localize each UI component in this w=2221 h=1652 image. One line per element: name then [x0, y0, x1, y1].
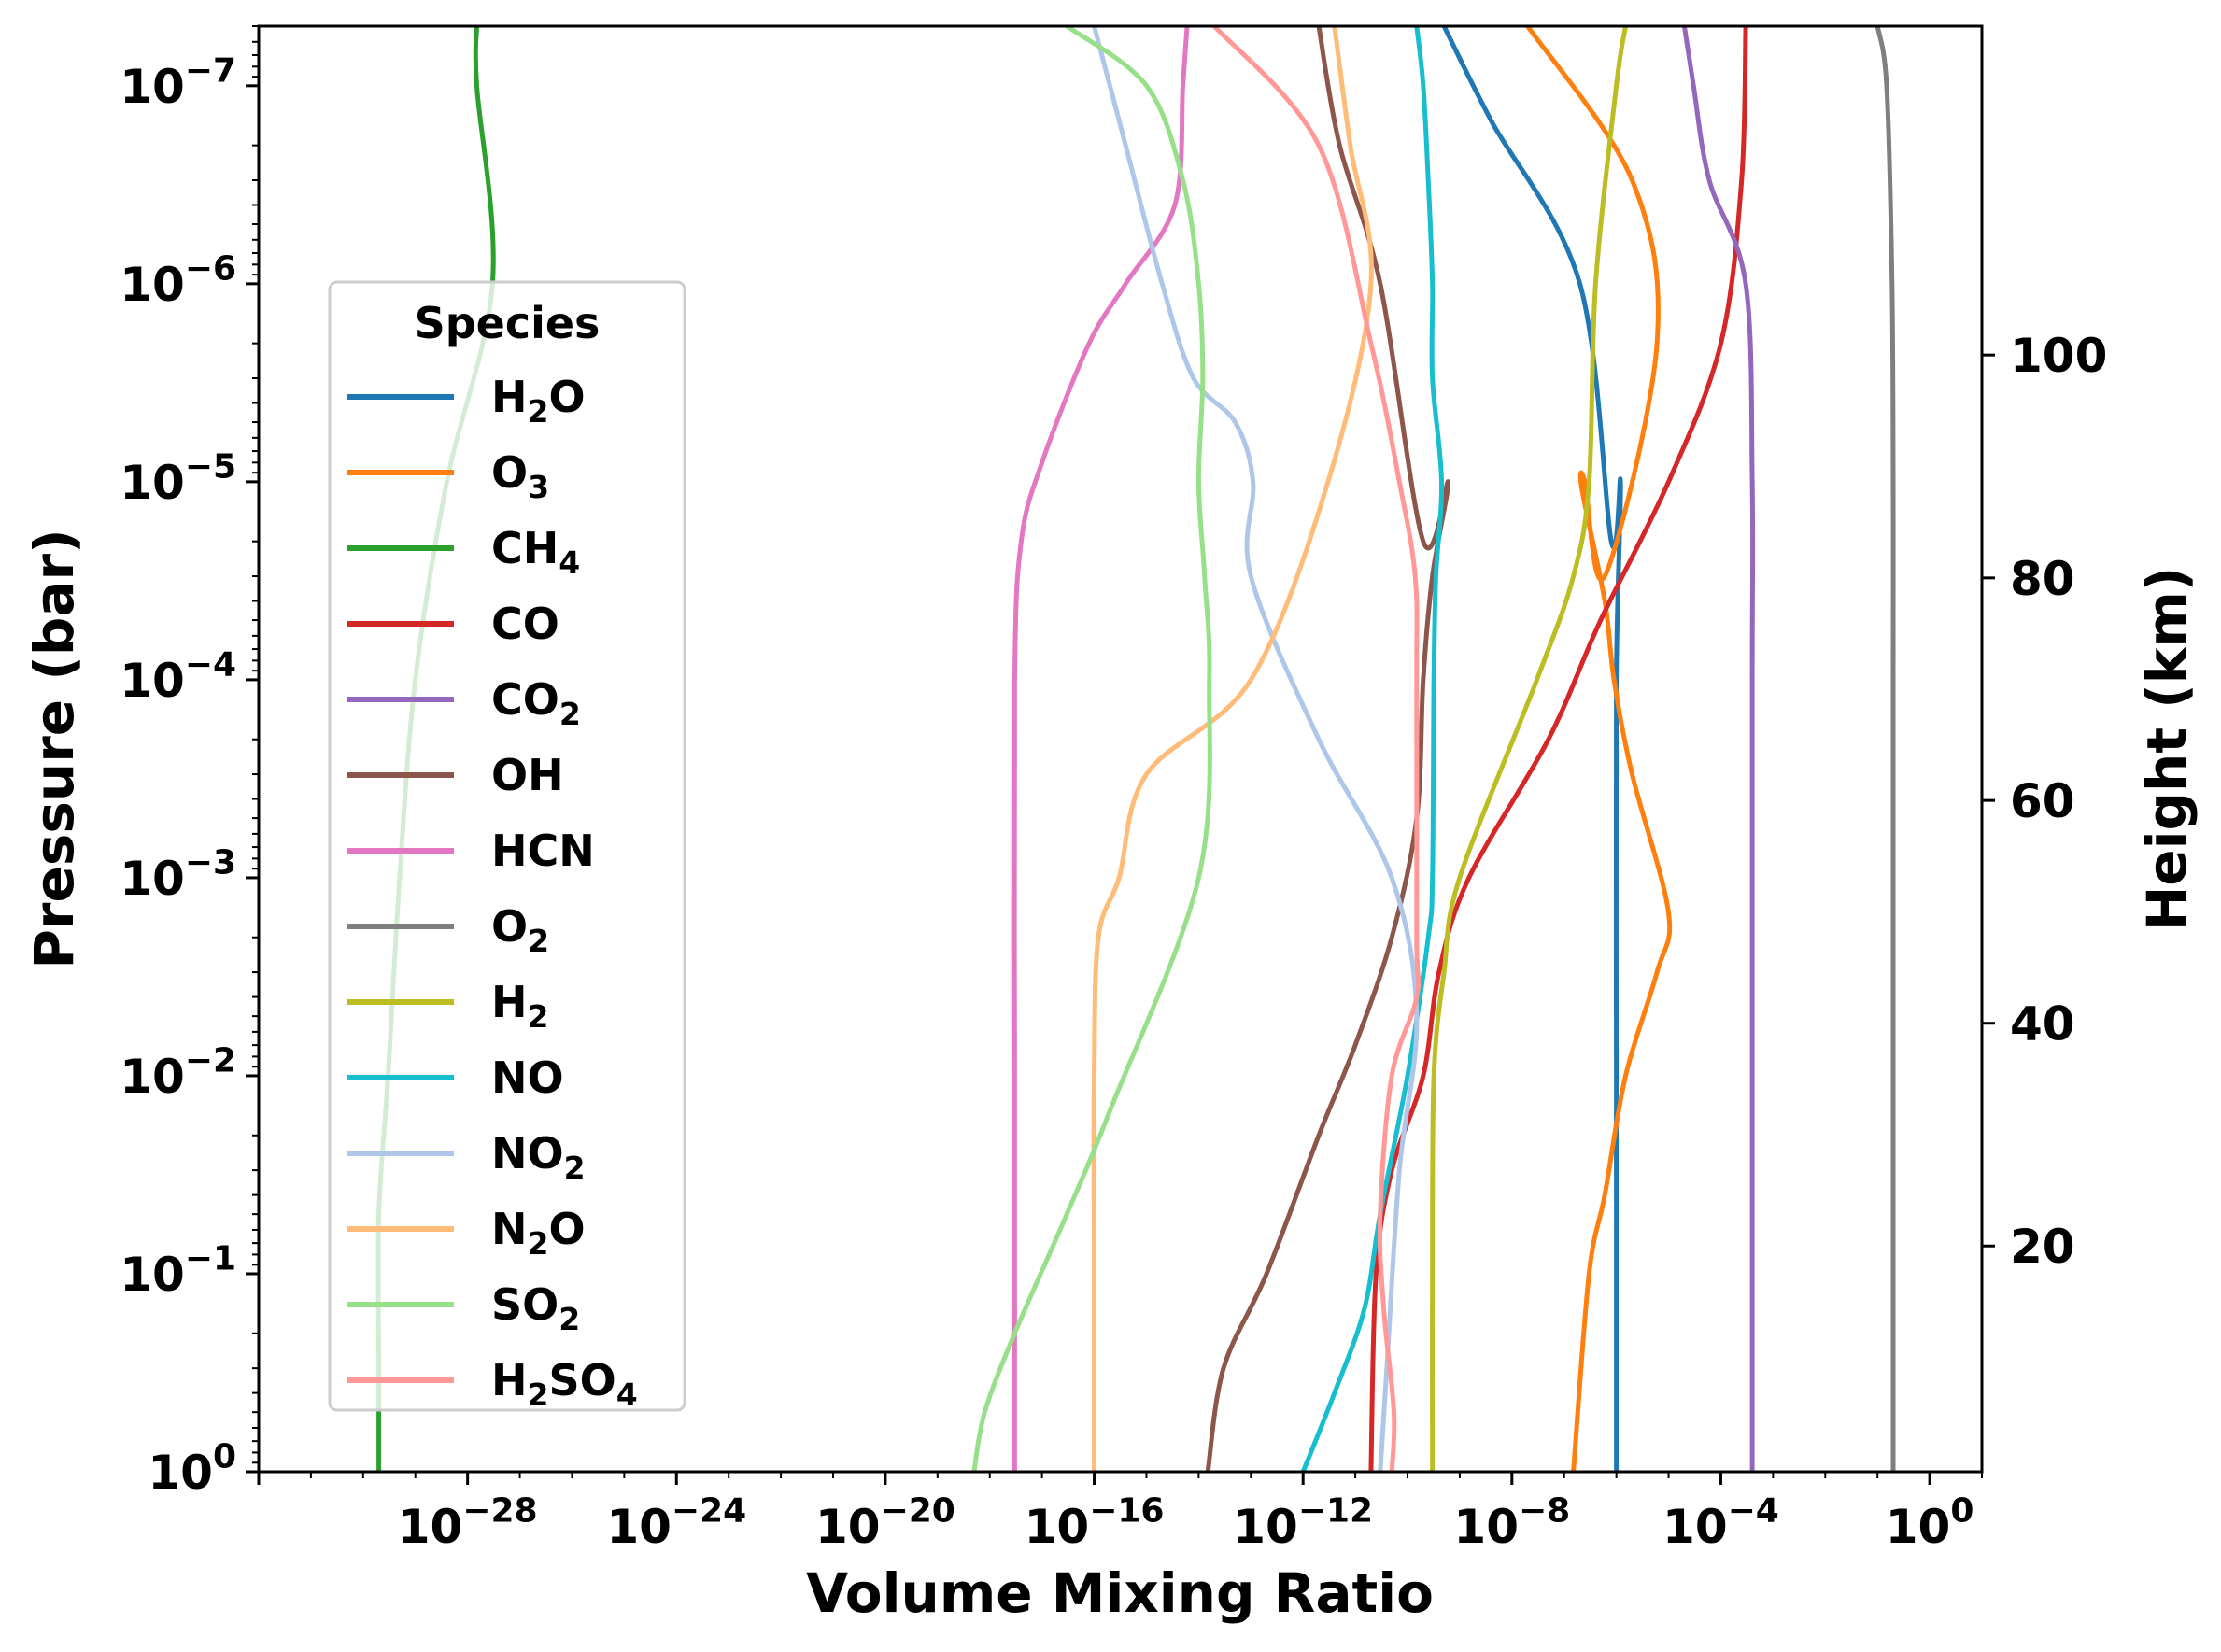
x-tick-label: 10−16 — [1025, 1492, 1165, 1555]
legend-label: CO — [491, 599, 559, 649]
x-tick-label: 10−12 — [1233, 1492, 1373, 1555]
legend-label: O3 — [491, 447, 549, 505]
y-tick-label: 100 — [148, 1438, 236, 1501]
legend-box — [328, 280, 686, 1412]
y2-tick-label: 100 — [2010, 329, 2107, 383]
legend-item: HCN — [347, 826, 595, 876]
series-line-h2 — [1430, 26, 1628, 1472]
legend-label: NO — [491, 1052, 564, 1103]
legend-label: O2 — [491, 901, 549, 959]
series-layer — [375, 26, 1896, 1472]
y2-tick-label: 20 — [2010, 1220, 2075, 1274]
series-line-h2o — [1441, 26, 1623, 1472]
x-axis: 10−28 10−24 10−20 10−16 10−12 10−8 10−4 100 — [257, 1472, 1983, 1555]
y-axis: 10−7 10−6 10−5 10−4 10−3 10−2 10−1 100 — [120, 25, 259, 1501]
legend-item: H2O — [347, 372, 586, 430]
legend-label: H2SO4 — [491, 1355, 638, 1413]
legend-item: H2SO4 — [347, 1355, 638, 1413]
x-axis-label: Volume Mixing Ratio — [806, 1561, 1434, 1625]
x-tick-label: 100 — [1886, 1492, 1974, 1555]
legend-item: NO — [347, 1052, 564, 1103]
y-tick-label: 10−7 — [120, 51, 236, 114]
series-line-co2 — [1681, 26, 1756, 1472]
legend-item: NO2 — [347, 1128, 586, 1186]
legend-item: N2O — [347, 1204, 586, 1262]
legend-item: CO — [347, 599, 559, 649]
y-axis-label: Pressure (bar) — [22, 529, 86, 968]
legend-title: Species — [415, 298, 601, 348]
legend-label: N2O — [491, 1204, 586, 1262]
x-tick-label: 10−4 — [1662, 1492, 1779, 1555]
y2-axis-label: Height (km) — [2135, 567, 2199, 932]
series-line-co — [1368, 26, 1748, 1472]
legend-item: SO2 — [347, 1279, 580, 1337]
y2-tick-label: 80 — [2010, 552, 2075, 606]
legend-label: H2O — [491, 372, 586, 430]
legend-item: H2 — [347, 977, 548, 1035]
legend-item: OH — [347, 750, 564, 800]
legend-label: NO2 — [491, 1128, 586, 1186]
legend-item: O2 — [347, 901, 549, 959]
x-tick-label: 10−24 — [606, 1492, 746, 1555]
series-line-so2 — [971, 26, 1212, 1472]
y-tick-label: 10−3 — [120, 843, 236, 906]
series-line-no — [1300, 26, 1445, 1472]
y2-tick-label: 40 — [2010, 997, 2075, 1052]
legend-label: CO2 — [491, 674, 581, 732]
series-line-n2o — [1091, 26, 1374, 1472]
legend-item: CH4 — [347, 523, 580, 581]
y2-axis: 20 40 60 80 100 — [1982, 329, 2107, 1274]
y-tick-label: 10−2 — [120, 1041, 236, 1104]
series-line-no2 — [1092, 26, 1420, 1472]
x-tick-label: 10−28 — [398, 1492, 538, 1555]
legend-label: SO2 — [491, 1279, 580, 1337]
legend-label: H2 — [491, 977, 548, 1035]
series-line-h2so4 — [1212, 26, 1422, 1472]
legend-item: CO2 — [347, 674, 581, 732]
y2-tick-label: 60 — [2010, 774, 2075, 828]
series-line-oh — [1205, 26, 1451, 1472]
y-tick-label: 10−6 — [120, 249, 236, 312]
series-line-hcn — [1011, 26, 1190, 1472]
y-tick-label: 10−1 — [120, 1239, 236, 1302]
legend-label: HCN — [491, 826, 595, 876]
y-tick-label: 10−4 — [120, 645, 236, 708]
series-line-o2 — [1874, 26, 1896, 1472]
x-tick-label: 10−8 — [1453, 1492, 1570, 1555]
y-tick-label: 10−5 — [120, 447, 236, 510]
legend-item: O3 — [347, 447, 549, 505]
plot-frame — [257, 24, 1984, 1474]
x-tick-label: 10−20 — [815, 1492, 955, 1555]
legend-label: CH4 — [491, 523, 580, 581]
legend: Species H2O O3 CH4 CO CO2 OH HCN O2 H2 NO NO2 N2O SO… — [328, 280, 686, 1413]
legend-label: OH — [491, 750, 564, 800]
series-line-o3 — [1525, 26, 1673, 1472]
legend-items: H2O O3 CH4 CO CO2 OH HCN O2 H2 NO NO2 N2O SO2 H2SO4 — [347, 372, 638, 1413]
